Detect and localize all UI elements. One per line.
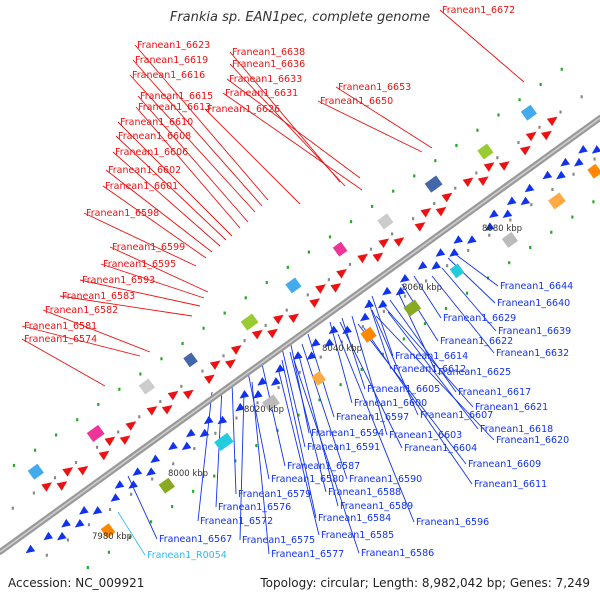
gene-label[interactable]: Franean1_6606 [115, 147, 188, 158]
gene-label[interactable]: Franean1_6594 [311, 428, 384, 439]
gene-label[interactable]: Franean1_6632 [496, 348, 569, 359]
gene-label[interactable]: Franean1_6650 [320, 96, 393, 107]
gene-label[interactable]: Franean1_6653 [338, 82, 411, 93]
gene-label[interactable]: Franean1_R0054 [147, 550, 227, 561]
gene-label[interactable]: Franean1_6623 [137, 40, 210, 51]
gene-label[interactable]: Franean1_6633 [229, 74, 302, 85]
gene-label[interactable]: Franean1_6614 [395, 351, 468, 362]
gene-label[interactable]: Franean1_6595 [103, 259, 176, 270]
kbp-ticks: 7980 kbp 8000 kbp 8020 kbp 8040 kbp 8060 kbp… [92, 224, 522, 542]
gene-label[interactable]: Franean1_6577 [271, 549, 344, 560]
gene-label[interactable]: Franean1_6611 [474, 479, 547, 490]
kbp-tick-label: 8080 kbp [482, 224, 522, 234]
gene-label[interactable]: Franean1_6617 [458, 387, 531, 398]
gene-label[interactable]: Franean1_6590 [349, 474, 422, 485]
gene-label[interactable]: Franean1_6604 [404, 443, 477, 454]
kbp-tick-label: 8040 kbp [322, 344, 362, 354]
gene-label[interactable]: Franean1_6600 [354, 398, 427, 409]
gene-label[interactable]: Franean1_6579 [238, 489, 311, 500]
gene-label[interactable]: Franean1_6622 [440, 336, 513, 347]
gene-label[interactable]: Franean1_6639 [498, 326, 571, 337]
gene-label[interactable]: Franean1_6591 [307, 442, 380, 453]
gene-label[interactable]: Franean1_6567 [159, 534, 232, 545]
gene-label[interactable]: Franean1_6631 [225, 88, 298, 99]
gene-label[interactable]: Franean1_6588 [328, 487, 401, 498]
gene-label[interactable]: Franean1_6636 [232, 59, 305, 70]
gene-label[interactable]: Franean1_6607 [420, 410, 493, 421]
gene-label[interactable]: Franean1_6589 [340, 501, 413, 512]
dotted-guide-lines [11, 67, 596, 570]
gene-label[interactable]: Franean1_6586 [361, 548, 434, 559]
gene-label[interactable]: Franean1_6602 [108, 165, 181, 176]
gene-label[interactable]: Franean1_6613 [138, 102, 211, 113]
gene-label[interactable]: Franean1_6621 [475, 402, 548, 413]
gene-label[interactable]: Franean1_6620 [496, 435, 569, 446]
gene-label[interactable]: Franean1_6629 [443, 313, 516, 324]
accession-text: Accession: NC_009921 [8, 576, 145, 590]
gene-label[interactable]: Franean1_6612 [393, 364, 466, 375]
gene-label[interactable]: Franean1_6584 [318, 513, 391, 524]
genome-axis [0, 115, 600, 555]
gene-label[interactable]: Franean1_6640 [497, 298, 570, 309]
gene-label[interactable]: Franean1_6672 [442, 5, 515, 16]
kbp-tick-label: 7980 kbp [92, 532, 132, 542]
gene-label[interactable]: Franean1_6644 [500, 281, 573, 292]
gene-label[interactable]: Franean1_6625 [438, 367, 511, 378]
gene-label[interactable]: Franean1_6597 [336, 412, 409, 423]
gene-label[interactable]: Franean1_6572 [200, 516, 273, 527]
kbp-tick-label: 8020 kbp [244, 405, 284, 415]
gene-label[interactable]: Franean1_6587 [287, 461, 360, 472]
gene-label[interactable]: Franean1_6585 [321, 530, 394, 541]
gene-label[interactable]: Franean1_6601 [105, 181, 178, 192]
gene-label[interactable]: Franean1_6580 [271, 474, 344, 485]
gene-label[interactable]: Franean1_6608 [118, 131, 191, 142]
gene-label[interactable]: Franean1_6581 [24, 321, 97, 332]
label-leader-lines [21, 9, 525, 556]
genome-summary-text: Topology: circular; Length: 8,982,042 bp… [260, 576, 590, 590]
gene-label[interactable]: Franean1_6610 [120, 117, 193, 128]
gene-label[interactable]: Franean1_6615 [140, 91, 213, 102]
gene-label[interactable]: Franean1_6605 [367, 384, 440, 395]
kbp-tick-label: 8000 kbp [168, 469, 208, 479]
gene-label[interactable]: Franean1_6609 [468, 459, 541, 470]
gene-labels: Franean1_6672Franean1_6623Franean1_6638F… [24, 5, 573, 561]
map-title: Frankia sp. EAN1pec, complete genome [169, 10, 431, 25]
gene-label[interactable]: Franean1_6575 [242, 535, 315, 546]
gene-label[interactable]: Franean1_6626 [207, 104, 280, 115]
gene-label[interactable]: Franean1_6603 [389, 430, 462, 441]
gene-label[interactable]: Franean1_6596 [416, 517, 489, 528]
gene-label[interactable]: Franean1_6598 [86, 208, 159, 219]
gene-label[interactable]: Franean1_6599 [112, 242, 185, 253]
feature-tracks [25, 104, 600, 554]
kbp-tick-label: 8060 kbp [402, 283, 442, 293]
gene-label[interactable]: Franean1_6593 [82, 275, 155, 286]
gene-label[interactable]: Franean1_6574 [24, 334, 97, 345]
gene-label[interactable]: Franean1_6619 [135, 55, 208, 66]
gene-label[interactable]: Franean1_6638 [232, 47, 305, 58]
gene-label[interactable]: Franean1_6583 [62, 291, 135, 302]
gene-label[interactable]: Franean1_6576 [218, 502, 291, 513]
gene-label[interactable]: Franean1_6616 [132, 70, 205, 81]
gene-label[interactable]: Franean1_6582 [45, 305, 118, 316]
gene-label[interactable]: Franean1_6618 [480, 424, 553, 435]
